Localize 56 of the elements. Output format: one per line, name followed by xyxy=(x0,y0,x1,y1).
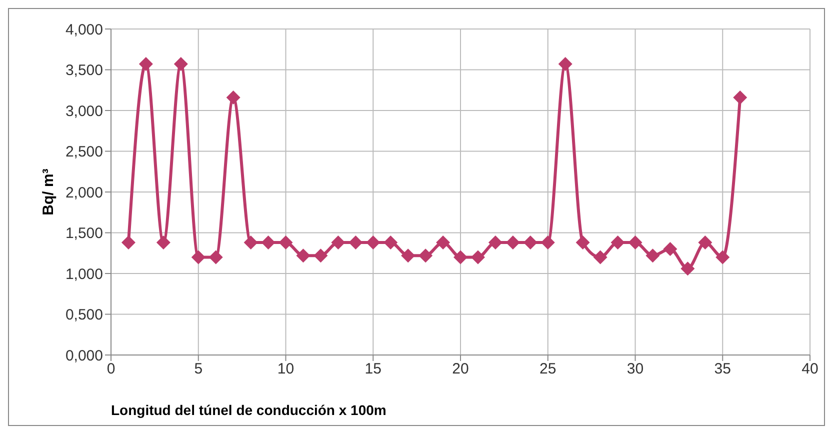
y-tick-label: 1,500 xyxy=(65,225,103,242)
y-tick-label: 0,500 xyxy=(65,306,103,324)
point xyxy=(540,236,555,250)
y-tick-label: 3,000 xyxy=(65,102,103,120)
y-tick-label: 1,000 xyxy=(65,266,103,283)
x-tick-label: 30 xyxy=(626,360,644,378)
point xyxy=(226,90,240,104)
point xyxy=(296,248,310,263)
point xyxy=(628,236,642,250)
point xyxy=(646,248,660,263)
x-tick-label: 20 xyxy=(452,360,469,378)
point xyxy=(401,248,416,263)
x-tick-label: 40 xyxy=(802,360,818,378)
point xyxy=(523,236,538,250)
point xyxy=(576,236,590,250)
x-tick-label: 5 xyxy=(194,360,203,378)
point xyxy=(121,236,136,250)
y-tick-label: 3,500 xyxy=(65,62,103,80)
point xyxy=(680,262,695,276)
point xyxy=(331,236,346,250)
y-tick-label: 2,000 xyxy=(65,184,103,202)
y-axis-title: Bq/ m³ xyxy=(40,168,57,216)
point xyxy=(716,250,730,264)
point xyxy=(488,236,502,250)
point xyxy=(138,57,153,72)
point xyxy=(174,57,188,72)
x-axis-title: Longitud del túnel de conducción x 100m xyxy=(111,402,386,418)
point xyxy=(208,250,223,264)
x-tick-label: 25 xyxy=(540,360,556,378)
point xyxy=(454,250,468,264)
point xyxy=(663,242,678,256)
point xyxy=(384,236,398,250)
point xyxy=(733,90,748,104)
point xyxy=(436,236,450,250)
point xyxy=(418,248,433,263)
point xyxy=(698,236,712,250)
point xyxy=(261,236,276,250)
point xyxy=(558,57,572,72)
point xyxy=(244,236,258,250)
y-tick-label: 2,500 xyxy=(65,144,103,161)
point xyxy=(610,236,625,250)
point xyxy=(593,250,608,264)
x-tick-label: 10 xyxy=(277,360,294,378)
x-tick-label: 0 xyxy=(106,360,116,378)
point xyxy=(348,236,363,250)
y-tick-label: 0,000 xyxy=(65,347,103,364)
y-tick-label: 4,000 xyxy=(65,21,103,38)
point xyxy=(506,236,520,250)
x-tick-label: 15 xyxy=(364,360,382,378)
point xyxy=(314,248,328,263)
point xyxy=(278,236,293,250)
point xyxy=(470,250,485,264)
x-tick-label: 35 xyxy=(714,360,731,378)
point xyxy=(366,236,380,250)
point xyxy=(191,250,206,264)
point xyxy=(156,236,170,250)
